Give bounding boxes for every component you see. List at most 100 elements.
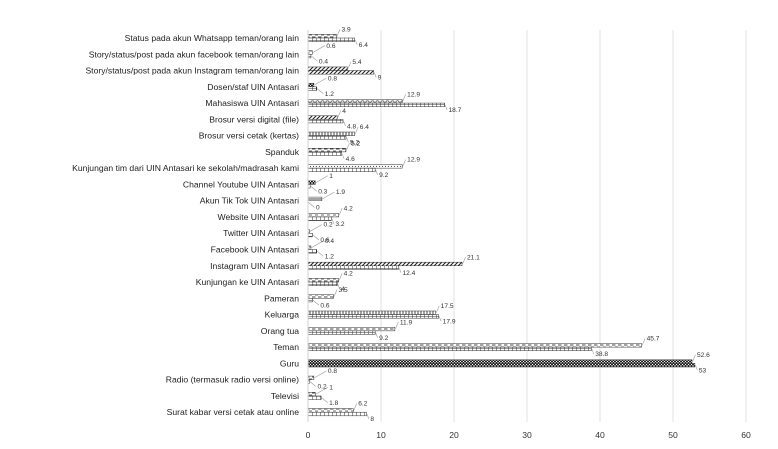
bar-series-1 [307, 294, 334, 299]
data-label-leader [395, 322, 399, 330]
data-label-leader [366, 413, 370, 420]
data-label-leader [341, 153, 345, 159]
bar-series-1 [307, 408, 354, 413]
bar-series-2 [307, 86, 318, 91]
data-label-leader [338, 208, 343, 216]
data-label-series-2: 8 [370, 416, 374, 423]
data-label-series-1: 5.2 [351, 140, 360, 147]
data-label-series-1: 1 [329, 173, 333, 180]
x-tick-label: 50 [668, 430, 678, 440]
category-label: Brosur versi digital (file) [209, 114, 299, 124]
category-label: Akun Tik Tok UIN Antasari [200, 196, 299, 206]
data-label-series-1: 45.7 [647, 336, 660, 343]
data-label-leader [311, 55, 318, 62]
bar-series-1 [307, 359, 693, 364]
data-label-leader [402, 94, 406, 102]
category-label: Teman [273, 342, 299, 352]
data-label-series-1: 1.9 [336, 189, 345, 196]
data-label-leader [346, 137, 349, 143]
data-label-series-1: 12.9 [407, 157, 420, 164]
data-label-leader [375, 332, 378, 338]
category-label: Spanduk [265, 147, 300, 157]
data-label-series-1: 12.9 [407, 92, 420, 99]
bar-series-2 [307, 37, 355, 42]
data-label-series-1: 4 [342, 108, 346, 115]
category-label: Dosen/staf UIN Antasari [207, 82, 299, 92]
category-label: Twitter UIN Antasari [223, 228, 299, 238]
bar-series-2 [307, 346, 592, 351]
bar-series-2 [307, 265, 399, 270]
data-label-series-1: 21.1 [467, 254, 480, 261]
data-label-series-2: 1.8 [329, 400, 338, 407]
data-label-leader [444, 104, 448, 110]
data-label-leader [337, 110, 341, 118]
data-label-leader [321, 397, 328, 403]
category-label: Status pada akun Whatsapp teman/orang la… [125, 33, 300, 43]
data-label-series-1: 4.2 [344, 271, 353, 278]
data-label-series-2: 1.2 [325, 91, 334, 98]
data-label-series-1: 1 [329, 384, 333, 391]
data-label-leader [695, 365, 698, 371]
data-label-leader [314, 77, 327, 86]
bar-series-2 [307, 249, 318, 254]
category-label: Kunjungan tim dari UIN Antasari ke sekol… [72, 163, 299, 173]
data-label-series-2: 38.8 [595, 351, 608, 358]
data-label-leader [310, 185, 317, 192]
bar-series-2 [307, 232, 313, 238]
data-label-series-1: 17.5 [441, 303, 454, 310]
bar-series-1 [307, 392, 316, 397]
bar-series-1 [307, 148, 347, 153]
data-label-series-1: 4.2 [344, 205, 353, 212]
bar-series-2 [307, 102, 445, 107]
data-label-leader [314, 370, 327, 379]
category-label: Keluarga [265, 310, 300, 320]
bar-series-1 [307, 278, 339, 283]
data-label-leader [373, 72, 377, 78]
bar-series-1 [307, 196, 323, 201]
data-label-series-1: 52.6 [697, 352, 710, 359]
bar-series-1 [307, 261, 463, 267]
bar-series-1 [307, 343, 642, 348]
data-label-leader [337, 283, 340, 289]
data-label-series-2: 0.2 [317, 384, 326, 391]
bar-series-1 [307, 310, 436, 315]
data-label-series-2: 18.7 [449, 107, 462, 114]
bar-series-1 [307, 82, 315, 88]
data-label-leader [317, 251, 324, 257]
category-label: Channel Youtube UIN Antasari [183, 179, 299, 189]
category-label: Televisi [271, 391, 299, 401]
category-label: Guru [280, 358, 299, 368]
data-label-leader [322, 191, 335, 200]
bar-series-2 [307, 298, 313, 303]
data-label-leader [353, 403, 358, 411]
data-label-leader [347, 61, 352, 69]
data-label-leader [309, 224, 323, 232]
data-label-leader [336, 29, 341, 37]
bar-series-1 [307, 375, 315, 380]
data-label-series-1: 0.6 [326, 43, 335, 50]
data-label-leader [375, 169, 378, 176]
category-label: Brosur versi cetak (kertas) [199, 131, 299, 141]
data-label-leader [331, 218, 335, 224]
category-label: Facebook UIN Antasari [211, 245, 299, 255]
data-label-series-2: 0.3 [318, 188, 327, 195]
data-label-series-2: 4.6 [346, 156, 355, 163]
data-label-series-2: 0.6 [320, 237, 329, 244]
bar-series-2 [307, 151, 342, 156]
data-label-series-2: 9.2 [379, 172, 388, 179]
data-label-series-1: 0.8 [328, 75, 337, 82]
category-label: Instagram UIN Antasari [210, 261, 299, 271]
data-label-leader [398, 267, 402, 273]
data-label-series-2: 4.8 [347, 123, 356, 130]
bar-series-2 [307, 281, 338, 286]
data-label-leader [312, 45, 326, 53]
data-label-series-2: 6.4 [359, 42, 368, 49]
data-label-leader [343, 121, 346, 127]
category-label: Story/status/post pada akun facebook tem… [89, 49, 299, 59]
data-label-leader [591, 348, 595, 355]
bar-series-1 [307, 66, 348, 71]
data-label-series-2: 3.2 [335, 221, 344, 228]
bar-series-2 [307, 411, 367, 417]
category-label: Kunjungan ke UIN Antasari [196, 277, 299, 287]
